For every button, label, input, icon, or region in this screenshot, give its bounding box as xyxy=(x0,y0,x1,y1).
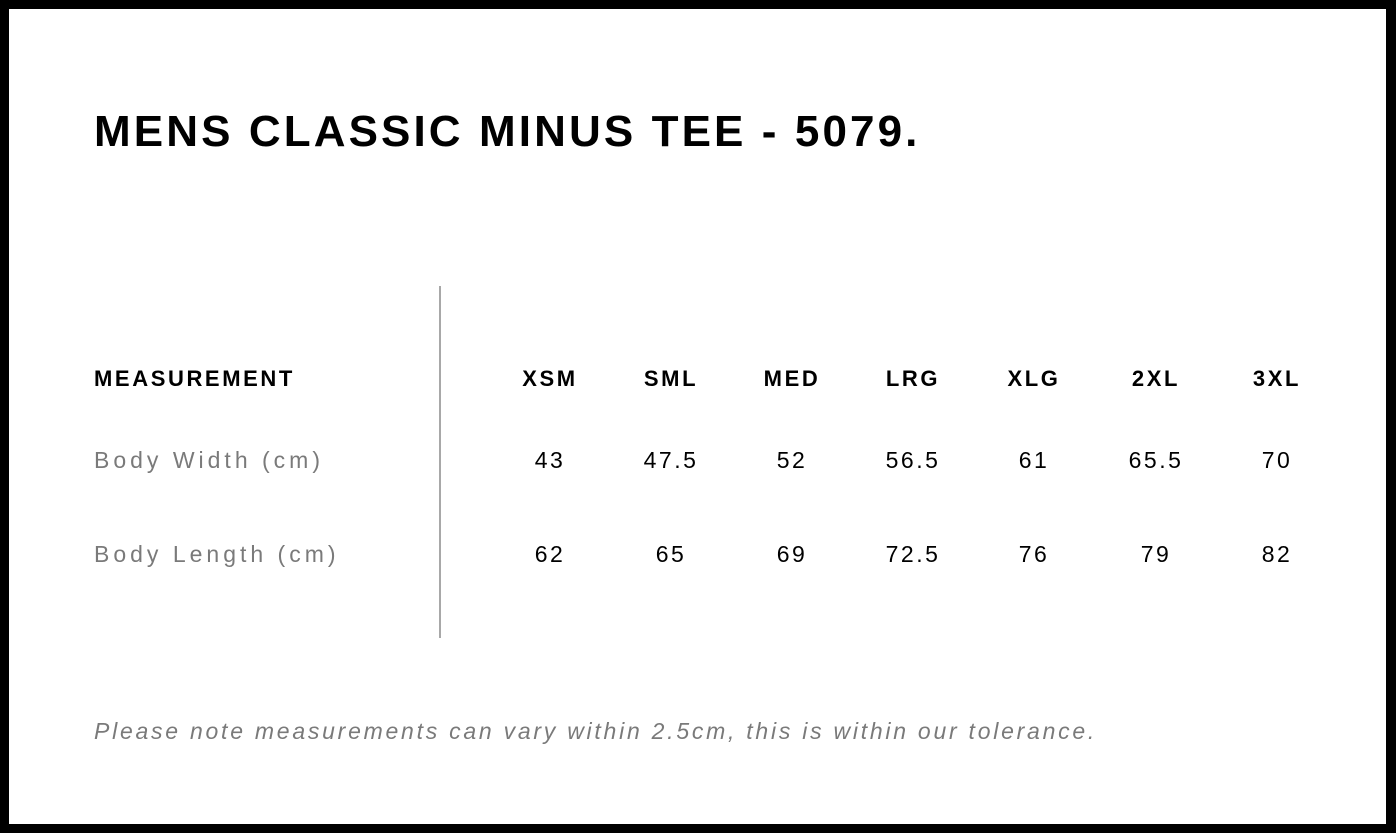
measurement-header: MEASUREMENT xyxy=(94,366,295,391)
table-cell: 43 xyxy=(534,447,566,473)
tolerance-note: Please note measurements can vary within… xyxy=(94,718,1098,744)
row-label: Body Width (cm) xyxy=(94,447,324,473)
size-header-sml: SML xyxy=(643,366,699,391)
size-header-2xl: 2XL xyxy=(1131,366,1181,391)
table-cell: 65 xyxy=(655,541,687,567)
table-cell: 76 xyxy=(1018,541,1050,567)
size-header-xsm: XSM xyxy=(522,366,578,391)
table-cell: 65.5 xyxy=(1128,447,1184,473)
size-header-lrg: LRG xyxy=(885,366,941,391)
size-chart-card: MENS CLASSIC MINUS TEE - 5079. MEASUREME… xyxy=(9,9,1386,824)
table-cell: 47.5 xyxy=(643,447,699,473)
table-cell: 69 xyxy=(776,541,808,567)
table-cell: 52 xyxy=(776,447,808,473)
table-header-row: MEASUREMENT XSM SML MED LRG XLG 2XL 3XL xyxy=(9,364,1386,394)
table-cell: 62 xyxy=(534,541,566,567)
size-header-med: MED xyxy=(763,366,821,391)
table-row-body-length: Body Length (cm) 62 65 69 72.5 76 79 82 xyxy=(9,539,1386,569)
table-cell: 56.5 xyxy=(885,447,941,473)
table-row-body-width: Body Width (cm) 43 47.5 52 56.5 61 65.5 … xyxy=(9,445,1386,475)
table-cell: 79 xyxy=(1140,541,1172,567)
row-label: Body Length (cm) xyxy=(94,541,340,567)
table-cell: 72.5 xyxy=(885,541,941,567)
size-header-xlg: XLG xyxy=(1007,366,1061,391)
table-cell: 61 xyxy=(1018,447,1050,473)
size-header-3xl: 3XL xyxy=(1252,366,1302,391)
table-cell: 70 xyxy=(1261,447,1293,473)
table-cell: 82 xyxy=(1261,541,1293,567)
page-title: MENS CLASSIC MINUS TEE - 5079. xyxy=(94,107,921,156)
column-divider xyxy=(439,286,441,638)
